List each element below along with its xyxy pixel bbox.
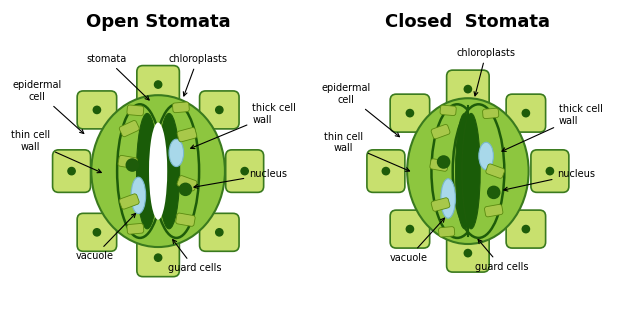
Ellipse shape xyxy=(136,113,158,229)
FancyBboxPatch shape xyxy=(177,176,197,191)
Ellipse shape xyxy=(441,179,456,218)
Circle shape xyxy=(68,168,75,175)
FancyBboxPatch shape xyxy=(77,213,116,251)
Text: Closed  Stomata: Closed Stomata xyxy=(386,13,550,31)
Text: chloroplasts: chloroplasts xyxy=(168,54,227,96)
Text: Open Stomata: Open Stomata xyxy=(86,13,230,31)
FancyBboxPatch shape xyxy=(173,102,189,113)
Circle shape xyxy=(93,106,101,113)
Ellipse shape xyxy=(453,104,505,238)
Ellipse shape xyxy=(91,95,225,247)
FancyBboxPatch shape xyxy=(127,224,144,234)
FancyBboxPatch shape xyxy=(200,91,239,129)
FancyBboxPatch shape xyxy=(226,150,264,192)
Circle shape xyxy=(464,249,471,257)
Text: stomata: stomata xyxy=(86,54,149,100)
FancyBboxPatch shape xyxy=(431,198,450,211)
Text: vacuole: vacuole xyxy=(75,214,136,261)
Circle shape xyxy=(241,168,249,175)
FancyBboxPatch shape xyxy=(446,70,489,108)
Text: guard cells: guard cells xyxy=(168,240,222,273)
Ellipse shape xyxy=(117,104,163,238)
FancyBboxPatch shape xyxy=(531,150,569,192)
Text: nucleus: nucleus xyxy=(194,169,287,188)
Text: thin cell
wall: thin cell wall xyxy=(324,132,409,171)
FancyBboxPatch shape xyxy=(137,239,180,277)
FancyBboxPatch shape xyxy=(446,234,489,272)
Circle shape xyxy=(93,229,101,236)
Circle shape xyxy=(546,168,553,175)
Ellipse shape xyxy=(169,139,183,167)
Ellipse shape xyxy=(149,122,167,220)
Circle shape xyxy=(522,226,530,233)
FancyBboxPatch shape xyxy=(177,127,197,142)
FancyBboxPatch shape xyxy=(506,210,546,248)
Circle shape xyxy=(438,156,449,168)
FancyBboxPatch shape xyxy=(367,150,405,192)
FancyBboxPatch shape xyxy=(483,108,499,119)
FancyBboxPatch shape xyxy=(120,121,139,137)
Circle shape xyxy=(216,229,223,236)
FancyBboxPatch shape xyxy=(137,65,180,104)
Circle shape xyxy=(180,183,192,195)
Text: nucleus: nucleus xyxy=(504,169,595,191)
Circle shape xyxy=(155,254,162,261)
FancyBboxPatch shape xyxy=(118,156,138,168)
Text: thick cell
wall: thick cell wall xyxy=(191,103,296,149)
FancyBboxPatch shape xyxy=(440,105,456,116)
FancyBboxPatch shape xyxy=(390,210,429,248)
Circle shape xyxy=(522,110,530,117)
Circle shape xyxy=(406,226,414,233)
Text: guard cells: guard cells xyxy=(475,239,528,272)
FancyBboxPatch shape xyxy=(486,164,505,179)
Circle shape xyxy=(406,110,414,117)
Ellipse shape xyxy=(158,113,180,229)
FancyBboxPatch shape xyxy=(200,213,239,251)
Text: thick cell
wall: thick cell wall xyxy=(502,104,603,151)
Ellipse shape xyxy=(462,113,480,229)
FancyBboxPatch shape xyxy=(431,124,450,139)
Ellipse shape xyxy=(407,98,528,244)
Text: thin cell
wall: thin cell wall xyxy=(11,130,101,173)
Ellipse shape xyxy=(153,104,199,238)
FancyBboxPatch shape xyxy=(77,91,116,129)
FancyBboxPatch shape xyxy=(127,105,144,116)
FancyBboxPatch shape xyxy=(439,227,454,237)
Circle shape xyxy=(488,186,500,198)
FancyBboxPatch shape xyxy=(506,94,546,132)
FancyBboxPatch shape xyxy=(176,213,195,226)
Circle shape xyxy=(382,168,389,175)
Text: vacuole: vacuole xyxy=(389,218,444,263)
FancyBboxPatch shape xyxy=(53,150,91,192)
Ellipse shape xyxy=(131,177,146,214)
FancyBboxPatch shape xyxy=(390,94,429,132)
FancyBboxPatch shape xyxy=(485,204,503,217)
Text: epidermal
cell: epidermal cell xyxy=(322,83,399,137)
Text: chloroplasts: chloroplasts xyxy=(456,48,516,96)
FancyBboxPatch shape xyxy=(430,159,448,171)
Circle shape xyxy=(464,86,471,93)
Text: epidermal
cell: epidermal cell xyxy=(12,80,84,133)
FancyBboxPatch shape xyxy=(120,194,139,209)
Circle shape xyxy=(155,81,162,88)
Ellipse shape xyxy=(431,104,483,238)
Circle shape xyxy=(126,159,138,171)
Ellipse shape xyxy=(456,113,474,229)
Circle shape xyxy=(216,106,223,113)
Ellipse shape xyxy=(479,142,493,169)
